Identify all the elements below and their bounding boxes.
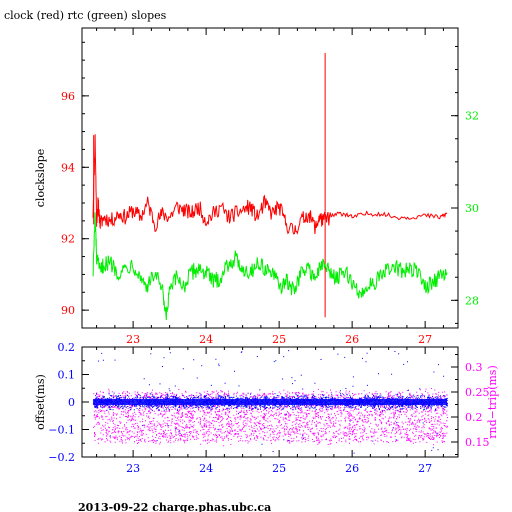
bottom-left-y-tick-label: 0.2 [58, 341, 76, 354]
rnd_trip-points [93, 388, 448, 447]
bottom-right-y-tick-label: 0.25 [465, 386, 490, 399]
top-right-y-tick-label: 32 [465, 110, 479, 123]
top-x-tick-label: 23 [126, 333, 140, 346]
top-x-tick-label: 26 [345, 333, 359, 346]
top-x-tick-label: 25 [272, 333, 286, 346]
bottom-right-y-tick-label: 0.2 [465, 411, 483, 424]
offset-rndtrip-panel: 23 24 25 26 27 −0.2−0.100.10.2 0.150.20.250.… [34, 341, 499, 475]
footer-date-host: 2013-09-22 charge.phas.ubc.ca [78, 501, 271, 512]
top-x-axis: 23 24 25 26 27 [96, 28, 444, 346]
top-right-axis: 28 30 32 [451, 45, 479, 324]
top-right-y-tick-label: 28 [465, 294, 479, 307]
bottom-x-tick-label: 25 [272, 462, 286, 475]
top-left-axis: 90 92 94 96 [61, 41, 89, 317]
offset-points [92, 350, 448, 454]
bottom-x-axis: 23 24 25 26 27 [96, 347, 444, 475]
bottom-left-y-axis-label: offset(ms) [34, 374, 47, 430]
clock-rtc-slopes-panel: 23 24 25 26 27 90 92 94 96 28 30 32 clockslope [34, 27, 479, 346]
bottom-left-axis: −0.2 −0.1 0 0.1 0.2 [48, 341, 89, 464]
bottom-left-y-tick-label: −0.2 [48, 451, 75, 464]
bottom-right-axis: 0.15 0.2 0.25 0.3 [451, 354, 490, 455]
top-left-y-tick-label: 90 [61, 304, 75, 317]
top-series [92, 53, 448, 321]
bottom-right-y-axis-label: rnd−trip(ms) [486, 365, 499, 439]
bottom-x-tick-label: 26 [345, 462, 359, 475]
bottom-right-y-tick-label: 0.3 [465, 361, 483, 374]
bottom-x-tick-label: 23 [126, 462, 140, 475]
bottom-series [92, 350, 448, 454]
offset-dense-band [92, 398, 448, 406]
top-left-y-tick-label: 96 [61, 90, 75, 103]
bottom-x-tick-label: 24 [199, 462, 213, 475]
top-x-tick-label: 24 [199, 333, 213, 346]
top-left-y-tick-label: 94 [61, 161, 75, 174]
figure-title: clock (red) rtc (green) slopes [4, 9, 167, 22]
bottom-right-y-tick-label: 0.15 [465, 436, 490, 449]
top-x-tick-label: 27 [418, 333, 432, 346]
top-left-y-tick-label: 92 [61, 233, 75, 246]
bottom-left-y-tick-label: −0.1 [48, 424, 75, 437]
top-right-y-tick-label: 30 [465, 202, 479, 215]
bottom-left-y-tick-label: 0.1 [58, 369, 76, 382]
top-y-axis-label: clockslope [34, 149, 47, 207]
bottom-x-tick-label: 27 [418, 462, 432, 475]
top-plot-frame [81, 27, 459, 329]
rnd_trip-scatter-points [93, 388, 448, 447]
bottom-left-y-tick-label: 0 [68, 396, 75, 409]
rtc-series-line [92, 212, 448, 321]
clock-series-line [92, 134, 448, 235]
